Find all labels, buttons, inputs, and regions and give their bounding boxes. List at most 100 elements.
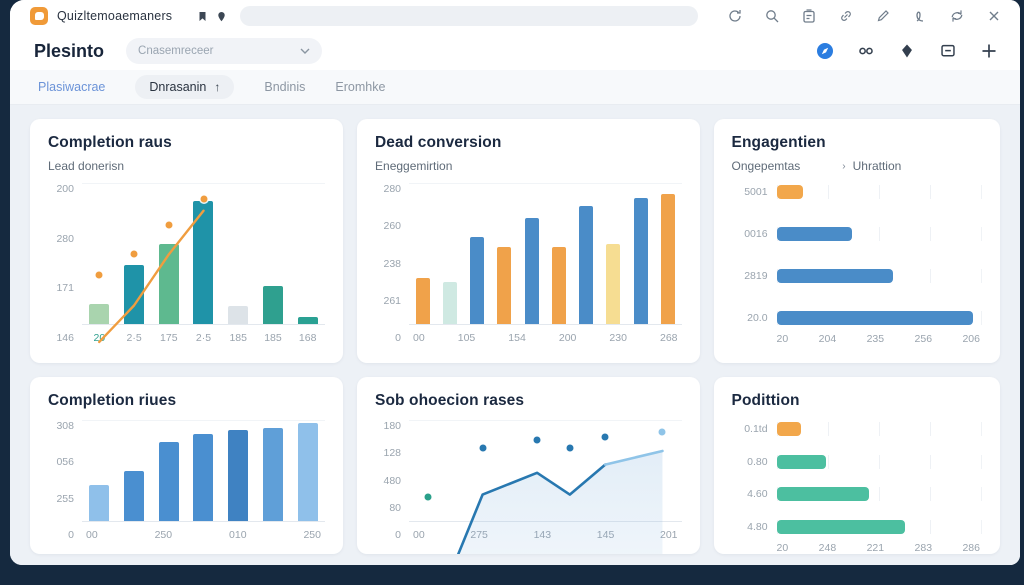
card-subtitle: Eneggemirtion — [375, 159, 682, 173]
clipboard-icon[interactable] — [801, 8, 817, 24]
y-tick: 0 — [395, 529, 402, 541]
comment-icon[interactable] — [939, 42, 957, 60]
plot-area: 00 250 010 250 — [82, 420, 326, 541]
x-tick: 250 — [303, 529, 321, 541]
reload-icon[interactable] — [727, 8, 743, 24]
x-tick: 185 — [229, 332, 247, 344]
line-point — [165, 221, 173, 229]
titlebar: Quizltemoaemaners — [10, 0, 1020, 32]
x-tick: 2·5 — [126, 332, 142, 344]
card-subtitle: Lead donerisn — [48, 159, 325, 173]
signature-icon[interactable] — [912, 8, 928, 24]
titlebar-icons — [727, 8, 1002, 24]
arrow-up-icon: ↑ — [214, 80, 221, 94]
bar — [158, 442, 179, 521]
card-title: Podittion — [731, 392, 800, 409]
y-axis-labels: 180 128 480 80 0 — [375, 420, 409, 541]
hbar-label: 0016 — [744, 228, 768, 240]
bar — [579, 206, 594, 324]
bar — [297, 423, 318, 521]
hbar-row: 2819 — [732, 269, 982, 283]
tab-label: Plasiwacrae — [38, 80, 106, 94]
plot — [82, 420, 326, 522]
y-axis-labels: 308 056 255 0 — [48, 420, 82, 541]
close-icon[interactable] — [986, 8, 1002, 24]
hbar-row: 0.80 — [732, 454, 982, 469]
hbar-rows: 0.1td 0.80 4.60 4.80 — [732, 422, 982, 534]
y-tick: 255 — [56, 492, 74, 505]
header-icons — [816, 42, 998, 60]
x-axis-labels: 20 204 235 256 206 — [777, 333, 980, 345]
x-tick: 00 — [86, 529, 98, 541]
pen-icon[interactable] — [875, 8, 891, 24]
y-tick: 280 — [383, 183, 402, 195]
hbar-bar — [776, 422, 802, 436]
tab-label: Dnrasanin — [149, 80, 207, 94]
x-tick: 175 — [160, 332, 178, 344]
plus-icon[interactable] — [980, 42, 998, 60]
tab-dnrasanin[interactable]: Dnrasanin ↑ — [135, 75, 235, 99]
bar — [262, 286, 283, 324]
x-tick: 230 — [609, 332, 627, 344]
card-subtitle-text: Lead donerisn — [48, 159, 125, 173]
x-tick: 201 — [659, 529, 678, 541]
header-dropdown[interactable]: Cnasemreceer — [126, 38, 323, 64]
bar — [633, 198, 648, 324]
hbar-row: 5001 — [732, 185, 982, 199]
y-tick: 261 — [383, 294, 402, 307]
dropdown-value: Cnasemreceer — [138, 45, 214, 57]
x-tick: 20 — [93, 332, 106, 344]
x-tick: 250 — [154, 529, 173, 541]
y-axis-labels: 200 280 171 146 — [48, 183, 82, 344]
x-axis-labels: 20 2·5 175 2·5 185 185 168 — [82, 332, 325, 344]
link-icon[interactable] — [838, 8, 854, 24]
card-completion-riues: Completion riues 308 056 255 0 00 250 010 250 — [30, 377, 344, 554]
circles-icon[interactable] — [857, 42, 875, 60]
bar — [606, 244, 621, 324]
y-tick: 171 — [56, 282, 74, 295]
diamond-icon[interactable] — [898, 42, 916, 60]
search-icon[interactable] — [764, 8, 780, 24]
chart-hbar: 0.1td 0.80 4.60 4.80 20 248 221 283 286 — [732, 422, 982, 554]
plot — [82, 183, 326, 325]
hbar-bar — [776, 227, 853, 241]
chart-bar: 308 056 255 0 00 250 010 250 — [48, 420, 326, 541]
bar — [497, 247, 512, 324]
tab-bndinis[interactable]: Bndinis — [264, 80, 305, 94]
y-tick: 146 — [56, 331, 74, 344]
x-tick: 286 — [962, 542, 980, 554]
bar — [415, 277, 430, 324]
x-tick: 268 — [659, 332, 678, 344]
hbar-track — [776, 185, 982, 199]
tab-plasiwacrae[interactable]: Plasiwacrae — [38, 80, 105, 94]
line-point — [95, 271, 103, 279]
hbar-label: 0.80 — [747, 455, 768, 468]
card-subtitle-text: Uhrattion — [852, 159, 902, 173]
bar — [124, 471, 145, 521]
bar — [524, 217, 539, 324]
page-title: Plesinto — [34, 40, 105, 61]
y-tick: 180 — [383, 420, 402, 432]
hbar-bar — [776, 311, 973, 325]
x-axis-labels: 20 248 221 283 286 — [777, 542, 980, 554]
bar — [262, 428, 283, 521]
x-tick: 010 — [229, 529, 247, 541]
chart-combo: 200 280 171 146 20 2·5 175 2·5 185 185 168 — [48, 183, 326, 344]
compass-icon[interactable] — [816, 42, 834, 60]
plot-area: 00275143145201 — [409, 420, 682, 554]
x-tick: 204 — [818, 333, 837, 345]
sync-icon[interactable] — [949, 8, 965, 24]
y-tick: 0 — [395, 332, 402, 344]
tab-eromhke[interactable]: Eromhke — [335, 80, 385, 94]
card-dead-conversion: Dead conversion Eneggemirtion 280 260 238 261… — [357, 119, 700, 363]
y-tick: 200 — [56, 183, 74, 195]
address-bar[interactable] — [240, 6, 699, 26]
x-tick: 168 — [298, 332, 317, 344]
chart-line: 180 128 480 80 0 00275143145201 — [375, 420, 682, 554]
x-tick: 206 — [962, 333, 980, 345]
flag-mini-icon[interactable] — [198, 11, 207, 22]
pin-mini-icon[interactable] — [217, 11, 226, 22]
hbar-bar — [776, 454, 826, 469]
x-tick: 185 — [264, 332, 282, 344]
